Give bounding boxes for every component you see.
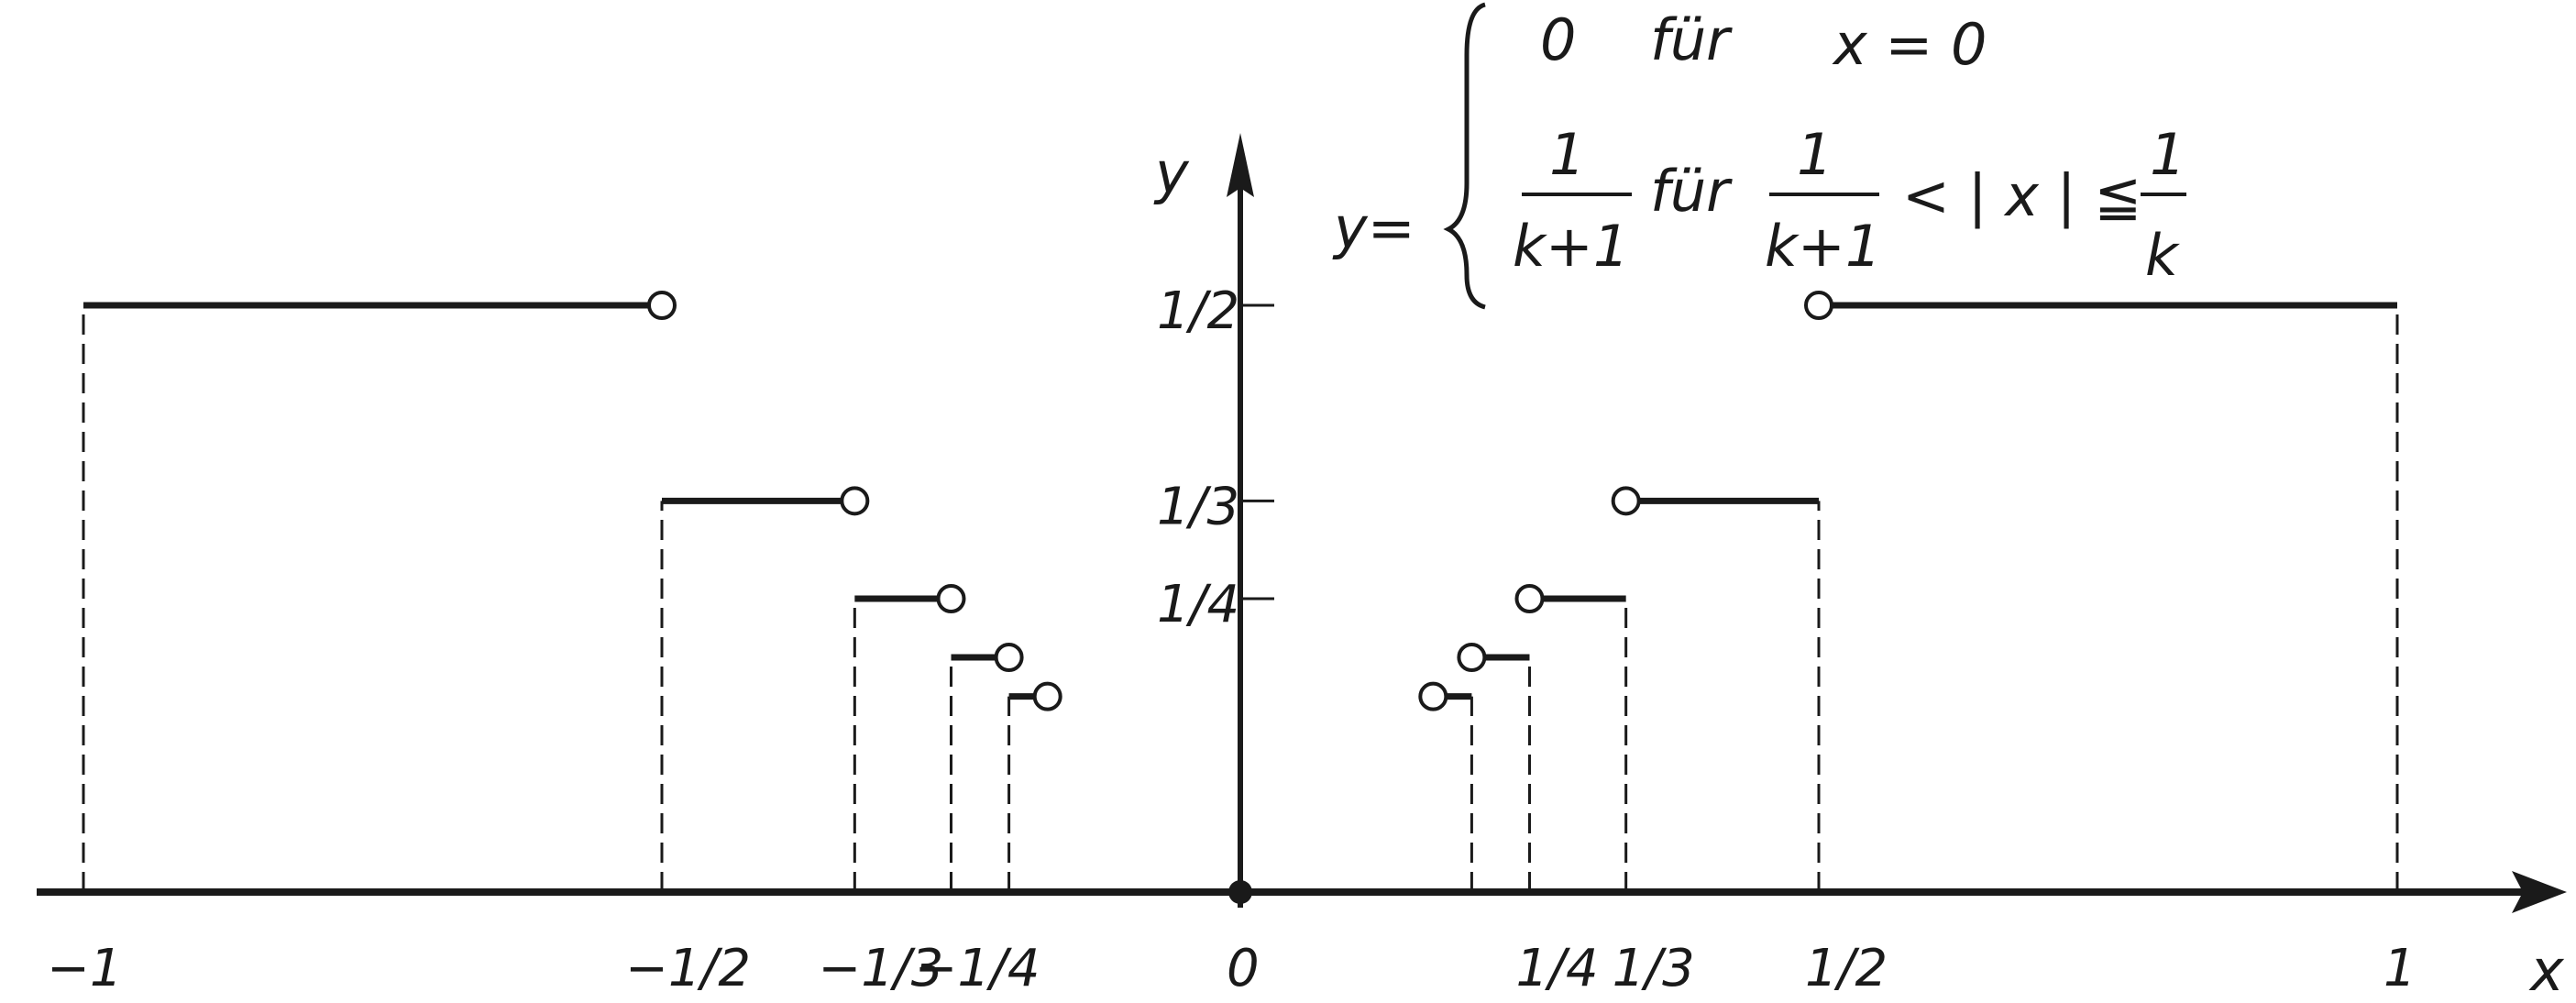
x-tick-label: −1/4 xyxy=(915,939,1040,998)
cond-den2: k xyxy=(2145,222,2180,289)
x-tick-label: 1/3 xyxy=(1613,939,1695,998)
formula-brace xyxy=(1443,2,1486,310)
case2-num: 1 xyxy=(1549,121,1585,188)
y-tick-label: 1/3 xyxy=(1157,477,1239,536)
open-endpoint xyxy=(840,486,870,516)
step-segments xyxy=(83,302,2397,700)
x-axis-label: x xyxy=(2528,937,2565,1003)
open-endpoint xyxy=(1611,486,1641,516)
open-endpoint xyxy=(1032,681,1062,711)
case1-word: für xyxy=(1650,6,1733,73)
x-tick-label: −1/3 xyxy=(818,939,943,998)
cond-mid: < | x | ≦ xyxy=(1902,162,2141,230)
case2-den: k+1 xyxy=(1513,213,1629,280)
dashed-guides xyxy=(82,305,2399,892)
x-tick-label: −1/2 xyxy=(625,939,751,998)
x-tick-label: −1 xyxy=(47,939,123,998)
ticks: −1 −1/2 −1/3−1/4 0 1/4 1/3 1/2 11/21/31/4 xyxy=(47,281,2416,998)
x-tick-label: 1/2 xyxy=(1805,939,1888,998)
cond-den: k+1 xyxy=(1765,213,1881,280)
y-axis-arrow xyxy=(1227,133,1254,197)
formula: y= 0 für x = 0 1 k+1 für 1 k+1 < | x | ≦… xyxy=(1332,2,2186,310)
open-endpoint xyxy=(936,584,966,613)
cond-num2: 1 xyxy=(2150,121,2185,188)
y-tick-label: 1/2 xyxy=(1157,281,1239,341)
x-axis-arrow xyxy=(2512,871,2567,913)
origin-point xyxy=(1228,880,1252,904)
case1-value: 0 xyxy=(1540,6,1576,73)
open-endpoint xyxy=(994,643,1024,672)
x-tick-label: 1 xyxy=(2383,939,2416,998)
case2-word: für xyxy=(1650,158,1733,225)
cond-num: 1 xyxy=(1797,121,1833,188)
y-tick-label: 1/4 xyxy=(1157,575,1239,634)
open-endpoint xyxy=(1418,681,1448,711)
step-endpoints xyxy=(647,291,1833,711)
formula-lhs: y= xyxy=(1332,194,1415,261)
x-tick-label: 0 xyxy=(1227,939,1260,998)
case1-condition: x = 0 xyxy=(1832,11,1987,78)
open-endpoint xyxy=(1514,584,1545,613)
open-endpoint xyxy=(1457,643,1487,672)
open-endpoint xyxy=(647,291,677,320)
open-endpoint xyxy=(1804,291,1833,320)
y-axis-label: y xyxy=(1153,139,1190,206)
x-tick-label: 1/4 xyxy=(1516,939,1599,998)
